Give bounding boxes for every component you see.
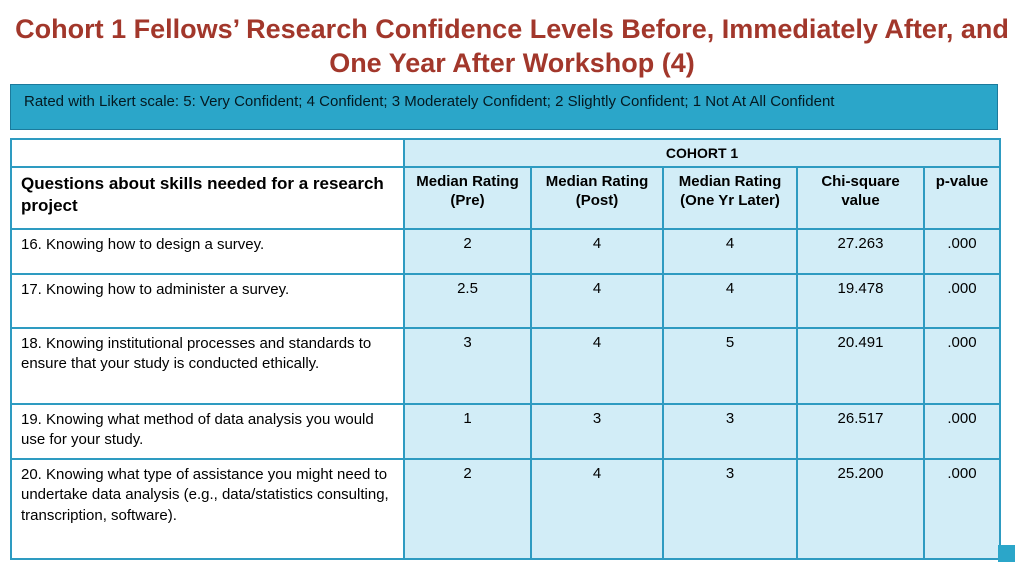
value-cell: 3 [662,458,798,560]
results-table: COHORT 1 Questions about skills needed f… [10,138,1001,560]
value-cell: 4 [662,228,798,275]
table-row: 17. Knowing how to administer a survey. 2… [10,273,1001,329]
slide-title-line1: Cohort 1 Fellows’ Research Confidence Le… [15,14,1009,44]
question-cell: 20. Knowing what type of assistance you … [10,458,405,560]
value-cell: 3 [530,403,664,460]
group-header-cell: COHORT 1 [403,138,1001,168]
column-header-row: Questions about skills needed for a rese… [10,166,1001,230]
value-cell: 3 [403,327,532,405]
group-header-row: COHORT 1 [10,138,1001,168]
corner-accent-square [998,545,1015,562]
table-body: 16. Knowing how to design a survey. 2 4 4 27… [10,228,1001,560]
value-cell: 4 [530,228,664,275]
column-header-median-post: Median Rating (Post) [530,166,664,230]
column-header-sub: (One Yr Later) [680,191,780,209]
table-row: 19. Knowing what method of data analysis… [10,403,1001,460]
value-cell: 2.5 [403,273,532,329]
column-header-p-value: p-value [923,166,1001,230]
value-cell: 4 [530,327,664,405]
value-cell: .000 [923,228,1001,275]
column-header-label: Median Rating [678,173,782,190]
value-cell: 4 [530,273,664,329]
likert-scale-banner: Rated with Likert scale: 5: Very Confide… [10,84,998,130]
question-column-header: Questions about skills needed for a rese… [10,166,405,230]
value-cell: 19.478 [796,273,925,329]
value-cell: 2 [403,228,532,275]
table-row: 18. Knowing institutional processes and … [10,327,1001,405]
value-cell: 2 [403,458,532,560]
column-header-chi-square: Chi-square value [796,166,925,230]
column-header-median-one-yr: Median Rating (One Yr Later) [662,166,798,230]
likert-scale-text: Rated with Likert scale: 5: Very Confide… [24,93,835,110]
slide-title: Cohort 1 Fellows’ Research Confidence Le… [0,13,1024,81]
column-header-median-pre: Median Rating (Pre) [403,166,532,230]
column-header-sub: (Pre) [450,191,485,209]
value-cell: .000 [923,458,1001,560]
column-header-label: p-value [935,173,989,190]
value-cell: 26.517 [796,403,925,460]
slide-title-line2: One Year After Workshop (4) [329,47,695,78]
value-cell: 4 [662,273,798,329]
value-cell: 27.263 [796,228,925,275]
value-cell: 5 [662,327,798,405]
table-row: 20. Knowing what type of assistance you … [10,458,1001,560]
value-cell: .000 [923,403,1001,460]
value-cell: 25.200 [796,458,925,560]
value-cell: 3 [662,403,798,460]
column-header-label: Median Rating [416,173,519,190]
value-cell: 20.491 [796,327,925,405]
value-cell: 1 [403,403,532,460]
column-header-label: Chi-square [821,173,900,190]
value-cell: 4 [530,458,664,560]
question-cell: 19. Knowing what method of data analysis… [10,403,405,460]
question-cell: 18. Knowing institutional processes and … [10,327,405,405]
question-cell: 17. Knowing how to administer a survey. [10,273,405,329]
column-header-sub: value [841,191,880,209]
value-cell: .000 [923,327,1001,405]
question-cell: 16. Knowing how to design a survey. [10,228,405,275]
group-header-blank-cell [10,138,405,168]
value-cell: .000 [923,273,1001,329]
table-row: 16. Knowing how to design a survey. 2 4 4 27… [10,228,1001,275]
column-header-label: Median Rating [545,173,649,190]
column-header-sub: (Post) [575,191,619,209]
